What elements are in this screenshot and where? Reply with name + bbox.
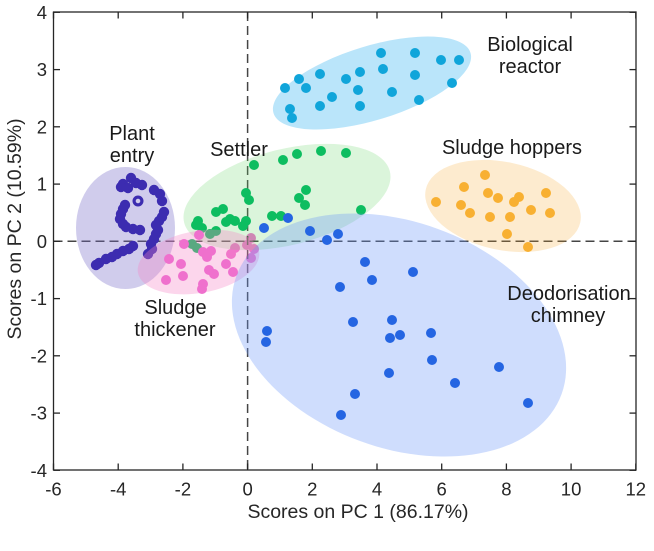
svg-text:2: 2 bbox=[37, 116, 47, 137]
svg-text:4: 4 bbox=[372, 479, 382, 500]
svg-text:Scores on PC 1 (86.17%): Scores on PC 1 (86.17%) bbox=[247, 501, 468, 523]
svg-text:-2: -2 bbox=[175, 479, 191, 500]
svg-text:Biological: Biological bbox=[487, 34, 573, 56]
svg-text:entry: entry bbox=[110, 145, 154, 167]
svg-text:-4: -4 bbox=[110, 479, 126, 500]
svg-text:-2: -2 bbox=[31, 345, 47, 366]
svg-text:thickener: thickener bbox=[134, 319, 215, 341]
svg-text:Settler: Settler bbox=[210, 139, 268, 161]
svg-text:2: 2 bbox=[307, 479, 317, 500]
svg-text:Deodorisation: Deodorisation bbox=[507, 283, 630, 305]
svg-text:0: 0 bbox=[37, 231, 47, 252]
svg-text:4: 4 bbox=[37, 2, 47, 23]
svg-text:10: 10 bbox=[561, 479, 582, 500]
svg-text:6: 6 bbox=[437, 479, 447, 500]
svg-text:-1: -1 bbox=[31, 288, 47, 309]
svg-text:Plant: Plant bbox=[109, 123, 155, 145]
svg-text:8: 8 bbox=[501, 479, 511, 500]
svg-text:reactor: reactor bbox=[499, 56, 562, 78]
svg-text:Sludge hoppers: Sludge hoppers bbox=[442, 137, 582, 159]
svg-text:3: 3 bbox=[37, 59, 47, 80]
svg-text:Scores on PC 2 (10.59%): Scores on PC 2 (10.59%) bbox=[4, 118, 26, 339]
svg-text:1: 1 bbox=[37, 174, 47, 195]
svg-text:-4: -4 bbox=[31, 460, 47, 481]
svg-text:chimney: chimney bbox=[531, 305, 605, 327]
svg-text:-3: -3 bbox=[31, 403, 47, 424]
svg-text:-6: -6 bbox=[45, 479, 61, 500]
svg-text:0: 0 bbox=[242, 479, 252, 500]
svg-text:Sludge: Sludge bbox=[144, 297, 206, 319]
svg-text:12: 12 bbox=[626, 479, 647, 500]
